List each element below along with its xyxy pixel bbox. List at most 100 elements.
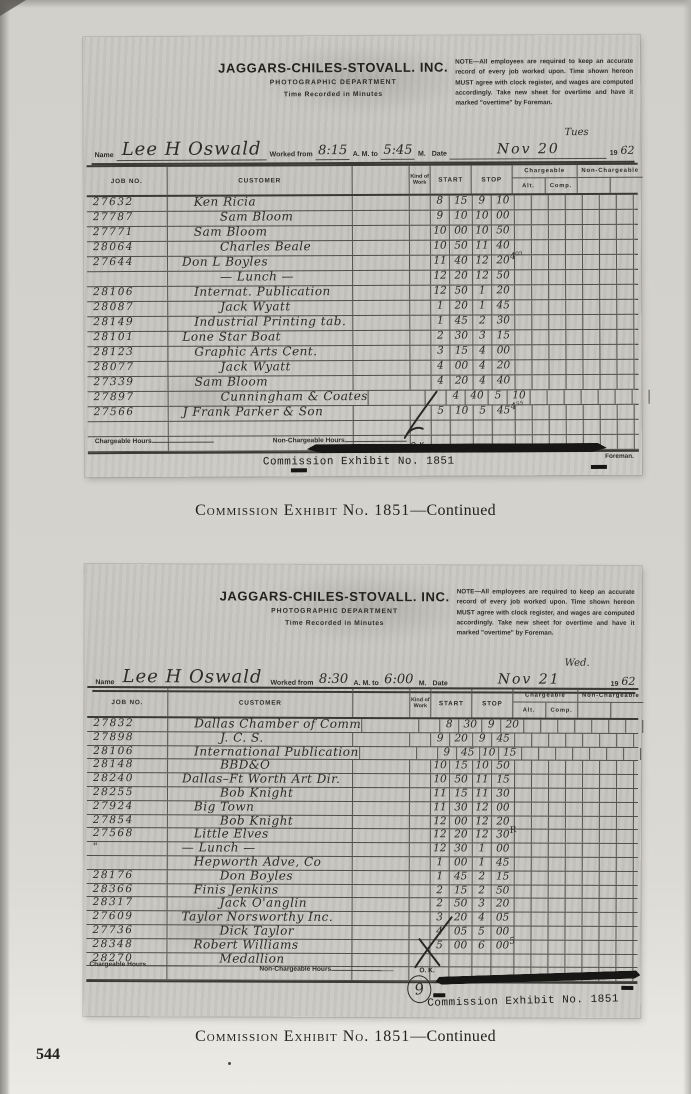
chargeable-alt-cell [515,345,533,360]
stop-hour-cell: 12 [472,801,492,816]
job-no-cell: 28149 [87,316,169,332]
non-chargeable-cell [583,374,601,390]
job-no-cell: 28106 [87,286,169,302]
handwritten-stop-minute: 50 [495,884,510,897]
job-no-cell: 28123 [87,346,169,362]
non-chargeable-cell [598,389,616,404]
non-chargeable-cell [634,285,651,299]
handwritten-stop-hour: 5 [494,389,502,402]
handwritten-stop-minute: 15 [503,746,517,759]
handwritten-stop-minute: 40 [496,239,510,252]
stop-hour-cell: 11 [472,787,493,802]
stop-minute-cell: 30 [491,787,516,802]
start-hour-cell: 12 [431,269,451,285]
start-hour-cell: 1 [430,870,450,884]
chargeable-comp-cell [548,871,566,885]
handwritten-stop-hour: 10 [482,746,496,759]
handwritten-start-hour: 1 [436,856,444,869]
job-no-cell: 27771 [86,226,168,242]
chargeable-alt-cell [531,912,549,926]
kind-of-work-cell [409,225,431,240]
chargeable-alt-cell [515,315,533,330]
worked-from-field: 8:15 [315,141,350,161]
job-no-cell: 28148 [87,758,169,773]
non-chargeable-cell [600,344,618,359]
table-body: 27832 Dallas Chamber of Comm 8 30 9 20 2… [86,716,644,985]
chargeable-alt-cell [514,802,532,816]
overtime-note: NOTE—All employees are required to keep … [455,57,634,107]
blank-column-header [352,165,410,195]
chargeable-comp-cell [565,885,583,899]
non-chargeable-cell [617,269,635,284]
job-no-cell: 28101 [87,331,169,347]
stop-minute-cell: 15 [491,870,515,885]
non-chargeable-cell [609,719,627,733]
non-chargeable-cell [582,912,600,926]
handwritten-job-no: 28148 [93,758,135,771]
non-chargeable-cell [582,239,600,255]
chargeable-comp-cell [565,210,583,225]
handwritten-job-no: 27566 [93,405,135,419]
handwritten-job-no: " [92,841,100,854]
non-chargeable-cell [616,857,634,871]
chargeable-label: Chargeable [513,689,578,703]
non-chargeable-cell [600,374,618,389]
chargeable-comp-cell [548,830,566,843]
stop-minute-cell: 50 [491,224,515,240]
chargeable-comp-cell [548,240,566,255]
start-hour-cell: 8 [440,718,460,733]
date-label: Date [431,150,447,158]
worked-to-field: 5:45 [380,140,415,160]
handwritten-name: Lee H Oswald [121,138,262,161]
start-hour-cell: 10 [431,773,451,788]
blank-column-header [353,688,411,718]
chargeable-alt-cell [532,330,550,345]
chargeable-alt-cell [514,912,532,926]
handwritten-start-minute: 20 [454,732,468,745]
stop-hour-cell: 12 [473,269,493,285]
handwritten-stop-minute: 00 [496,842,510,855]
chargeable-alt-cell [515,774,533,788]
handwritten-start-hour: 12 [433,284,447,297]
handwritten-stop-minute: 50 [496,269,510,282]
handwritten-start-hour: 12 [433,269,447,282]
exhibit-caption-typed: Commission Exhibit No. 1851 [427,993,620,1010]
chargeable-alt-cell [531,885,549,899]
chargeable-alt-cell [514,898,532,912]
non-chargeable-cell [582,194,600,210]
handwritten-start-hour: 10 [433,224,447,237]
non-chargeable-cell [600,419,618,434]
non-chargeable-cell [650,390,667,404]
chargeable-alt-cell [531,195,549,210]
non-chargeable-cell [616,816,634,830]
non-chargeable-cell [617,299,635,314]
chargeable-comp-cell [549,360,567,375]
handwritten-stop-minute: 50 [496,759,510,772]
start-minute-cell [450,420,474,435]
handwritten-stop-minute: 45 [496,856,510,869]
handwritten-stop-minute: 20 [495,897,510,910]
job-no-cell: 27898 [87,731,169,745]
handwritten-stop-hour: 4 [479,359,486,372]
blank-cell [352,225,410,241]
stop-hour-cell: 10 [472,209,492,225]
chargeable-hours-line: Chargeable Hours [95,434,214,445]
handwritten-job-no: 27568 [92,827,134,840]
handwritten-stop-minute: 00 [496,801,510,814]
handwritten-customer: J. C. S. [220,730,264,745]
chargeable-alt-cell [514,926,532,940]
non-chargeable-cell [600,733,618,747]
job-no-cell: 27832 [87,717,169,732]
handwritten-start-minute: 40 [454,254,468,267]
handwritten-customer: Little Elves [193,826,269,842]
non-chargeable-cell [634,899,651,912]
blank-cell [352,898,410,912]
handwritten-start-hour: 10 [433,239,447,252]
chargeable-comp-cell [565,899,583,912]
kind-of-work-cell [419,719,441,733]
handwritten-start-minute: 20 [454,269,468,282]
worked-from-label: Worked from [269,151,313,159]
non-chargeable-cell [616,871,634,885]
non-chargeable-cell [634,240,651,254]
non-chargeable-cell [600,269,618,284]
